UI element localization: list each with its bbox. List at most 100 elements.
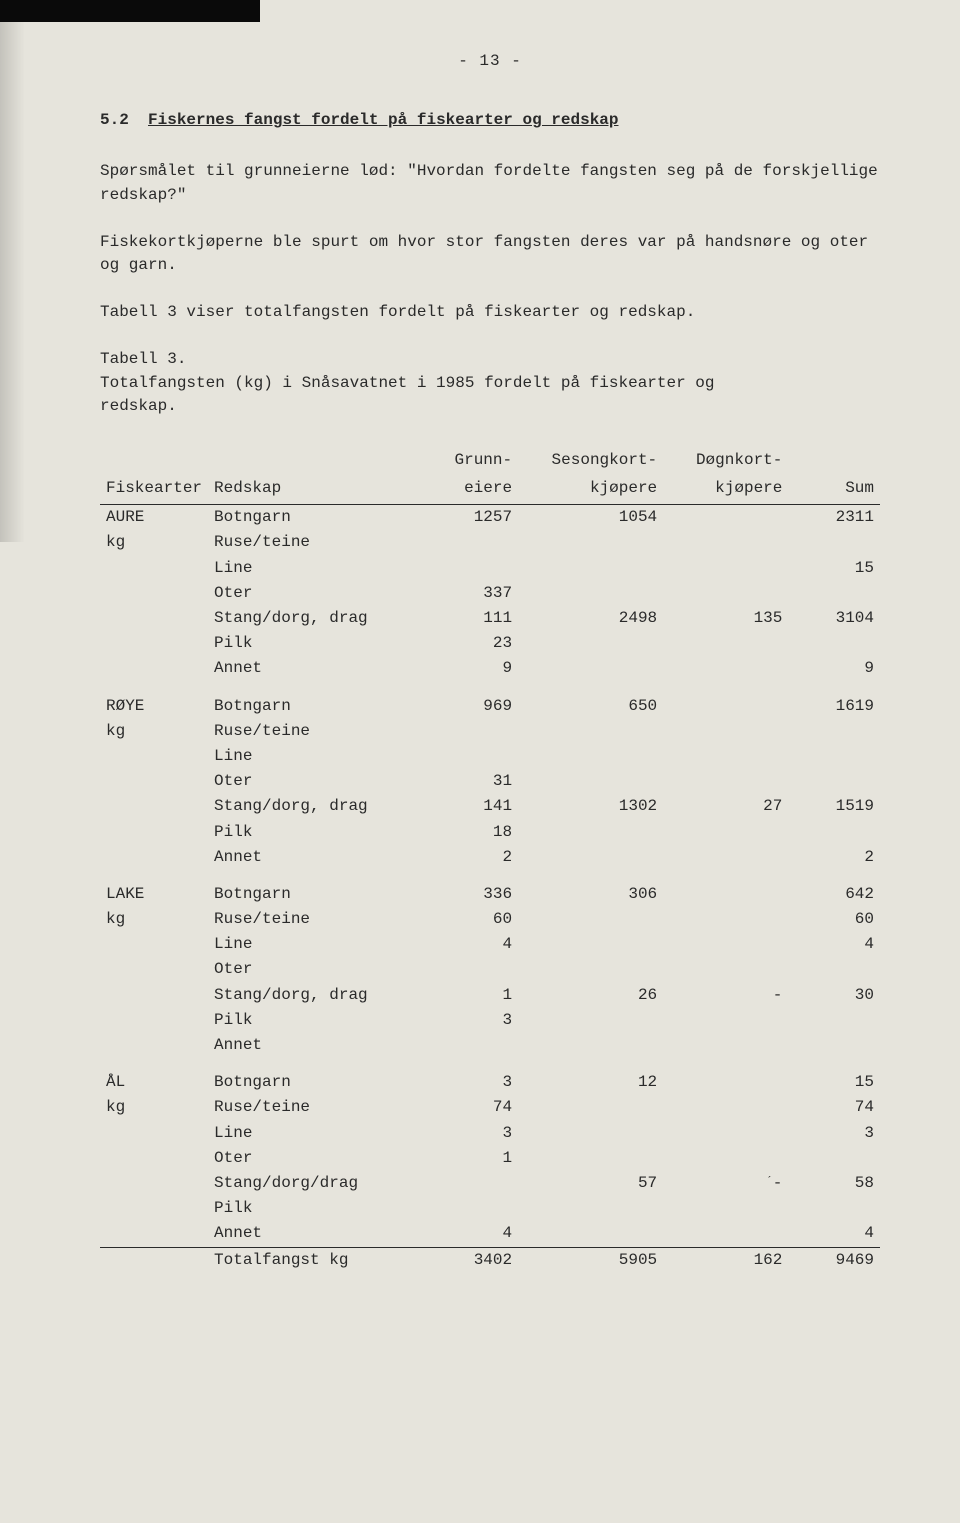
cell-grunn: 969	[407, 694, 518, 719]
cell-grunn: 141	[407, 794, 518, 819]
cell-redskap: Botngarn	[208, 882, 407, 907]
table-row: Annet99	[100, 656, 880, 681]
col-header-sesong: kjøpere	[518, 476, 663, 505]
cell-sum: 2311	[788, 505, 880, 531]
table-row: kgRuse/teine6060	[100, 907, 880, 932]
cell-dogn	[663, 907, 788, 932]
cell-dogn	[663, 820, 788, 845]
paragraph-2: Fiskekortkjøperne ble spurt om hvor stor…	[100, 231, 880, 277]
cell-dogn	[663, 719, 788, 744]
cell-species: AURE	[100, 505, 208, 531]
cell-species	[100, 581, 208, 606]
cell-redskap: Stang/dorg, drag	[208, 983, 407, 1008]
cell-sesong	[518, 631, 663, 656]
cell-sum: 4	[788, 1221, 880, 1247]
cell-sum: 1619	[788, 694, 880, 719]
section-number: 5.2	[100, 111, 129, 129]
table-row: Line	[100, 744, 880, 769]
cell-sesong	[518, 907, 663, 932]
cell-sum	[788, 1033, 880, 1058]
cell-species	[100, 1121, 208, 1146]
table-row: Annet44	[100, 1221, 880, 1247]
cell-species: RØYE	[100, 694, 208, 719]
table-group-gap	[100, 682, 880, 694]
cell-sesong: 26	[518, 983, 663, 1008]
cell-sesong	[518, 845, 663, 870]
cell-species	[100, 744, 208, 769]
cell-total-sum: 9469	[788, 1247, 880, 1273]
data-table: Grunn- Sesongkort- Døgnkort- Fiskearter …	[100, 448, 880, 1273]
col-header-dogn-top: Døgnkort-	[663, 448, 788, 476]
table-row: Annet22	[100, 845, 880, 870]
cell-dogn	[663, 505, 788, 531]
cell-dogn	[663, 1196, 788, 1221]
cell-dogn	[663, 1070, 788, 1095]
cell-dogn	[663, 1008, 788, 1033]
cell-sesong	[518, 530, 663, 555]
cell-redskap: Line	[208, 556, 407, 581]
table-row: Stang/dorg, drag11124981353104	[100, 606, 880, 631]
cell-grunn	[407, 744, 518, 769]
table-row: kgRuse/teine	[100, 719, 880, 744]
table-row: Oter1	[100, 1146, 880, 1171]
cell-redskap: Pilk	[208, 1008, 407, 1033]
cell-dogn: -	[663, 983, 788, 1008]
cell-sesong	[518, 932, 663, 957]
cell-species	[100, 845, 208, 870]
cell-sum	[788, 1146, 880, 1171]
cell-sum: 15	[788, 556, 880, 581]
cell-dogn	[663, 1095, 788, 1120]
table-head: Grunn- Sesongkort- Døgnkort- Fiskearter …	[100, 448, 880, 505]
cell-sum	[788, 719, 880, 744]
cell-species: kg	[100, 907, 208, 932]
cell-sum: 4	[788, 932, 880, 957]
cell-species	[100, 1196, 208, 1221]
table-caption-text: Totalfangsten (kg) i Snåsavatnet i 1985 …	[100, 372, 780, 418]
cell-grunn: 111	[407, 606, 518, 631]
cell-species: kg	[100, 719, 208, 744]
cell-grunn: 1257	[407, 505, 518, 531]
table-group-gap	[100, 1058, 880, 1070]
cell-dogn	[663, 957, 788, 982]
scan-artifact-top	[0, 0, 260, 22]
col-header-redskap: Redskap	[208, 476, 407, 505]
cell-dogn	[663, 769, 788, 794]
cell-sum	[788, 581, 880, 606]
cell-redskap: Line	[208, 932, 407, 957]
cell-redskap: Pilk	[208, 820, 407, 845]
table-row: Oter	[100, 957, 880, 982]
cell-redskap: Oter	[208, 769, 407, 794]
cell-redskap: Ruse/teine	[208, 530, 407, 555]
cell-dogn	[663, 530, 788, 555]
cell-grunn	[407, 1171, 518, 1196]
cell-sum: 1519	[788, 794, 880, 819]
col-header-sesong-top: Sesongkort-	[518, 448, 663, 476]
cell-dogn: 135	[663, 606, 788, 631]
cell-grunn: 3	[407, 1008, 518, 1033]
cell-empty	[100, 1247, 208, 1273]
cell-redskap: Annet	[208, 845, 407, 870]
table-row: Line33	[100, 1121, 880, 1146]
cell-redskap: Line	[208, 744, 407, 769]
cell-sesong	[518, 1221, 663, 1247]
cell-sum: 30	[788, 983, 880, 1008]
table-row: Pilk3	[100, 1008, 880, 1033]
cell-sesong	[518, 1033, 663, 1058]
cell-grunn	[407, 719, 518, 744]
table-row: Pilk18	[100, 820, 880, 845]
cell-sum: 74	[788, 1095, 880, 1120]
cell-redskap: Oter	[208, 581, 407, 606]
cell-grunn	[407, 957, 518, 982]
cell-redskap: Ruse/teine	[208, 1095, 407, 1120]
table-group-gap	[100, 870, 880, 882]
cell-sesong	[518, 1095, 663, 1120]
cell-sum: 60	[788, 907, 880, 932]
cell-dogn	[663, 656, 788, 681]
cell-sesong	[518, 820, 663, 845]
cell-grunn	[407, 530, 518, 555]
cell-redskap: Stang/dorg/drag	[208, 1171, 407, 1196]
section-heading: 5.2 Fiskernes fangst fordelt på fiskeart…	[100, 109, 880, 132]
cell-grunn: 2	[407, 845, 518, 870]
cell-sesong: 1054	[518, 505, 663, 531]
table-row: Pilk23	[100, 631, 880, 656]
